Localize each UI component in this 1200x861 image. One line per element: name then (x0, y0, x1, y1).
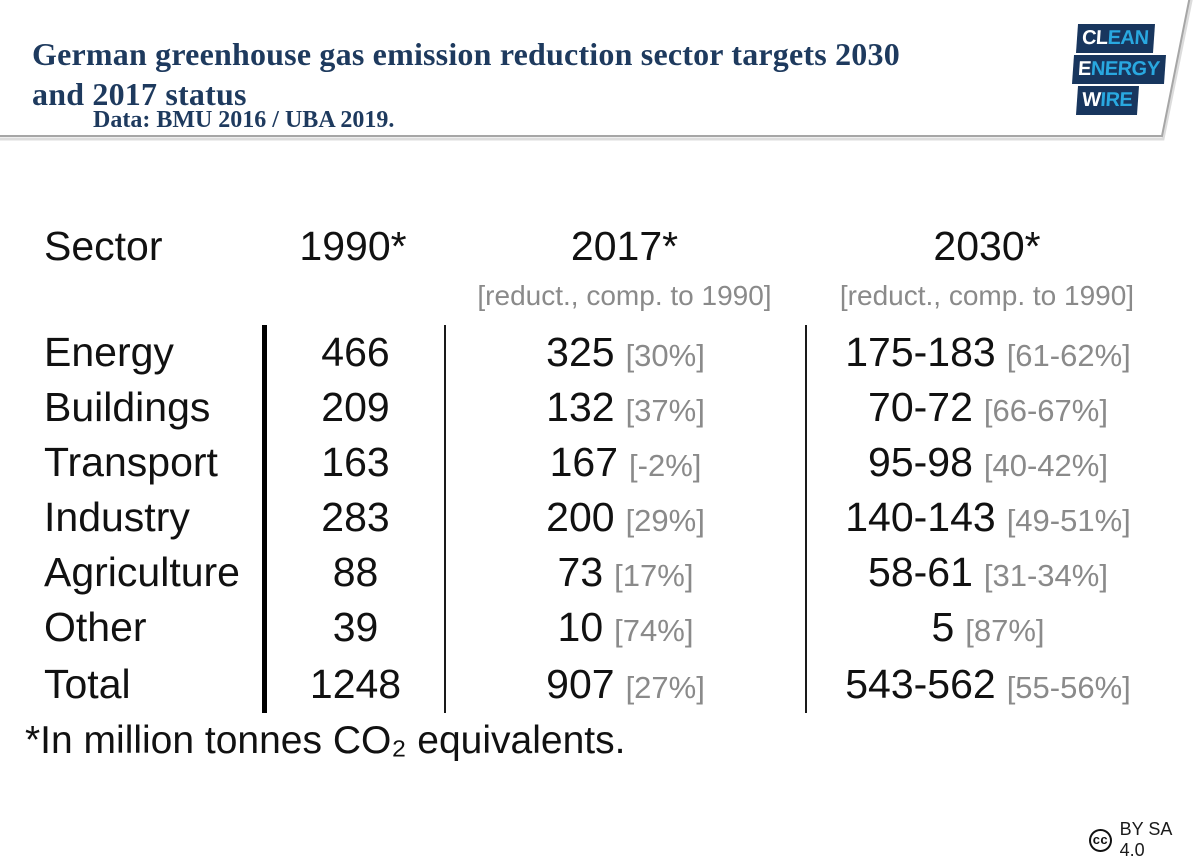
value-2017: 73 (557, 549, 604, 595)
logo-block-clean: CLEAN (1075, 24, 1156, 53)
table-cell-1990: 88 (262, 545, 444, 600)
reduction-2030: [66-67%] (983, 393, 1108, 428)
reduction-2017: [27%] (625, 669, 705, 705)
reduction-2030: [31-34%] (983, 558, 1108, 593)
license-label: BY SA 4.0 (1119, 819, 1172, 860)
reduction-2030: [61-62%] (1006, 338, 1131, 373)
logo-block-wire: WIRE (1075, 86, 1140, 115)
value-1990: 283 (321, 494, 390, 540)
table-row-sector-label: Transport (44, 439, 218, 485)
value-1990: 466 (321, 329, 390, 375)
logo-text-blue: NERGY (1090, 58, 1161, 80)
reduction-2017: [30%] (625, 338, 705, 373)
table-row-sector-label: Industry (44, 494, 190, 540)
reduction-2017: [74%] (614, 613, 694, 648)
page-title-line1: German greenhouse gas emission reduction… (32, 36, 900, 72)
reduction-2030: [87%] (965, 613, 1045, 648)
column-header-2030: 2030* [reduct., comp. to 1990] (805, 213, 1169, 325)
data-source-label: Data: BMU 2016 / UBA 2019. (93, 107, 395, 133)
value-1990: 88 (332, 549, 379, 595)
reduction-2030: [55-56%] (1006, 669, 1131, 705)
page-title-line2: and 2017 status (32, 76, 247, 112)
value-2017: 10 (557, 604, 604, 650)
column-header-sector: Sector (25, 213, 262, 325)
table-cell-1990: 39 (262, 600, 444, 655)
emissions-table: Sector 1990* 2017* [reduct., comp. to 199… (25, 213, 1169, 713)
table-row-sector-label: Buildings (44, 384, 211, 430)
table-cell-2017: 10 [74%] (444, 600, 805, 655)
reduction-2017: [-2%] (629, 448, 702, 483)
table-cell-2030: 175-183 [61-62%] (805, 325, 1169, 380)
value-2017: 907 (546, 660, 615, 707)
units-footnote: *In million tonnes CO₂ equivalents. (25, 719, 626, 762)
logo-text-blue: EAN (1106, 27, 1150, 49)
column-header-label: 2017* (570, 223, 679, 269)
column-header-label: Sector (44, 223, 163, 269)
value-1990: 163 (321, 439, 390, 485)
value-2017: 132 (546, 384, 615, 430)
column-header-label: 2030* (933, 223, 1041, 269)
value-1990: 1248 (309, 660, 402, 707)
table-cell-2017: 73 [17%] (444, 545, 805, 600)
table-cell-2030: 95-98 [40-42%] (805, 435, 1169, 490)
logo-block-energy: ENERGY (1071, 55, 1167, 84)
value-2030: 175-183 (845, 329, 996, 375)
table-cell-2017: 132 [37%] (444, 380, 805, 435)
column-header-2017: 2017* [reduct., comp. to 1990] (444, 213, 805, 325)
column-header-subnote: [reduct., comp. to 1990] (839, 280, 1135, 311)
reduction-2017: [29%] (625, 503, 705, 538)
value-2030: 70-72 (868, 384, 973, 430)
license-badge: cc BY SA 4.0 (1089, 819, 1200, 861)
value-2030: 5 (931, 604, 955, 650)
value-2017: 325 (546, 329, 615, 375)
table-cell-total-2030: 543-562 [55-56%] (805, 655, 1169, 713)
table-row-sector-label: Agriculture (44, 549, 240, 595)
table-cell-2030: 5 [87%] (805, 600, 1169, 655)
clean-energy-wire-logo: CLEAN ENERGY WIRE (1070, 24, 1170, 119)
value-2030: 95-98 (868, 439, 973, 485)
creative-commons-icon: cc (1089, 828, 1112, 852)
column-header-subnote: [reduct., comp. to 1990] (477, 280, 772, 311)
page-title: German greenhouse gas emission reduction… (32, 34, 1072, 114)
reduction-2017: [37%] (625, 393, 705, 428)
table-cell-2030: 70-72 [66-67%] (805, 380, 1169, 435)
table-cell-2017: 200 [29%] (444, 490, 805, 545)
value-2017: 200 (546, 494, 615, 540)
table-cell-1990: 209 (262, 380, 444, 435)
value-2017: 167 (549, 439, 619, 485)
column-header-1990: 1990* (262, 213, 444, 325)
value-2030: 140-143 (845, 494, 996, 540)
logo-text-white: CL (1081, 27, 1109, 49)
reduction-2030: [49-51%] (1006, 503, 1131, 538)
reduction-2017: [17%] (614, 558, 694, 593)
table-row-sector-label: Energy (44, 329, 174, 375)
table-cell-2017: 167 [-2%] (444, 435, 805, 490)
table-cell-1990: 466 (262, 325, 444, 380)
column-header-label: 1990* (299, 223, 407, 269)
value-2030: 58-61 (868, 549, 973, 595)
table-cell-2030: 140-143 [49-51%] (805, 490, 1169, 545)
logo-text-blue: IRE (1099, 89, 1134, 111)
value-1990: 39 (332, 604, 379, 650)
value-2030: 543-562 (845, 660, 996, 707)
table-cell-1990: 163 (262, 435, 444, 490)
table-cell-total-1990: 1248 (262, 655, 444, 713)
table-cell-2030: 58-61 [31-34%] (805, 545, 1169, 600)
table-cell-1990: 283 (262, 490, 444, 545)
table-row-total-label: Total (44, 660, 131, 707)
table-row-sector-label: Other (44, 604, 147, 650)
reduction-2030: [40-42%] (983, 448, 1108, 483)
table-cell-total-2017: 907 [27%] (444, 655, 805, 713)
logo-text-white: W (1081, 89, 1102, 111)
table-cell-2017: 325 [30%] (444, 325, 805, 380)
value-1990: 209 (321, 384, 390, 430)
